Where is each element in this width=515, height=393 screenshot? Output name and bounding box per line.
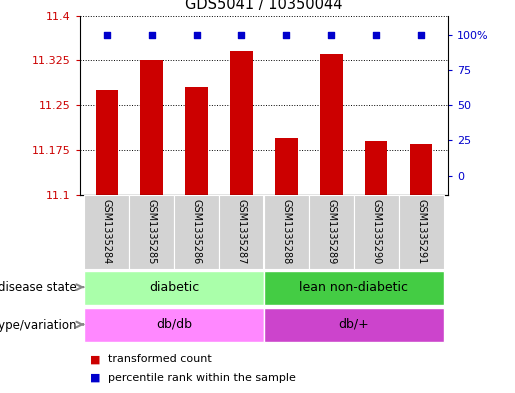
Bar [264,195,309,269]
Bar [84,195,129,269]
Text: GSM1335286: GSM1335286 [192,199,201,264]
Bar [275,138,298,195]
Bar [174,195,219,269]
Text: GSM1335291: GSM1335291 [416,199,426,264]
Bar [354,195,399,269]
Bar [96,90,118,195]
Point [327,31,335,38]
Text: db/+: db/+ [338,318,369,331]
Bar [410,144,432,195]
Bar [141,61,163,195]
Point [102,31,111,38]
Text: GSM1335290: GSM1335290 [371,199,381,264]
Point [148,31,156,38]
Text: GSM1335284: GSM1335284 [102,199,112,264]
Bar [365,141,387,195]
Point [237,31,246,38]
Text: genotype/variation: genotype/variation [0,319,77,332]
Title: GDS5041 / 10350044: GDS5041 / 10350044 [185,0,342,12]
Text: ■: ■ [90,354,100,364]
Text: GSM1335288: GSM1335288 [281,199,291,264]
Point [417,31,425,38]
Text: db/db: db/db [156,318,192,331]
Text: percentile rank within the sample: percentile rank within the sample [108,373,296,382]
Bar [129,195,174,269]
Text: transformed count: transformed count [108,354,212,364]
Point [282,31,290,38]
Bar [309,195,354,269]
Text: GSM1335287: GSM1335287 [236,199,247,264]
Text: GSM1335285: GSM1335285 [147,199,157,264]
Bar [219,195,264,269]
Bar [264,309,443,342]
Point [193,31,201,38]
Text: disease state: disease state [0,281,77,294]
Bar [84,309,264,342]
Point [372,31,380,38]
Bar [399,195,443,269]
Text: diabetic: diabetic [149,281,199,294]
Bar [264,271,443,305]
Bar [230,51,253,195]
Text: lean non-diabetic: lean non-diabetic [299,281,408,294]
Bar [320,55,342,195]
Bar [84,271,264,305]
Bar [185,87,208,195]
Text: GSM1335289: GSM1335289 [327,199,336,264]
Text: ■: ■ [90,373,100,382]
